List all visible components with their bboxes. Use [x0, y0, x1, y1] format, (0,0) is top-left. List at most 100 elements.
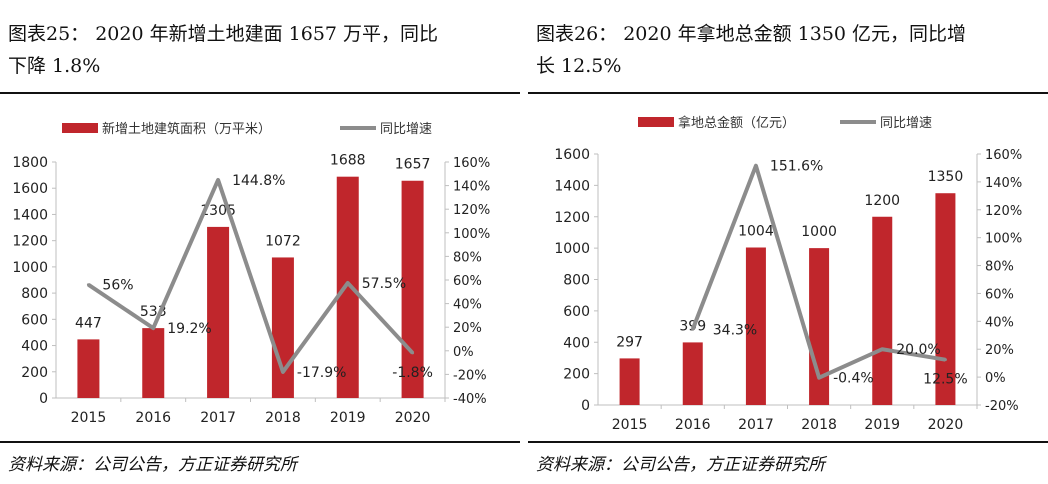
x-tick-label: 2016 [135, 410, 171, 426]
left-tick-label: 600 [21, 312, 48, 328]
line-point-2020 [943, 358, 947, 362]
source-note: 资料来源：公司公告，方正证券研究所 [8, 455, 297, 475]
line-point-2016 [691, 327, 695, 331]
right-tick-label: 120% [453, 203, 490, 218]
right-tick-label: 120% [985, 204, 1022, 219]
bar-2016 [682, 342, 703, 405]
right-tick-label: 40% [985, 315, 1014, 330]
bar-2017 [745, 247, 766, 405]
right-tick-label: 80% [985, 260, 1014, 275]
bar-value-label: 1350 [928, 169, 964, 185]
right-tick-label: 140% [985, 176, 1022, 191]
left-tick-label: 1600 [12, 181, 48, 197]
x-tick-label: 2017 [738, 417, 774, 433]
right-tick-label: -40% [453, 392, 487, 407]
x-tick-label: 2019 [330, 410, 366, 426]
title-line-2: 长 12.5% [536, 55, 622, 77]
bar-value-label: 1072 [265, 233, 301, 249]
x-tick-label: 2018 [265, 410, 301, 426]
left-tick-label: 400 [563, 335, 590, 351]
left-tick-label: 1000 [554, 241, 590, 257]
right-tick-label: -20% [453, 368, 487, 383]
bar-2020 [401, 180, 424, 398]
line-value-label: 19.2% [167, 321, 211, 337]
line-value-label: 34.3% [713, 322, 757, 338]
x-tick-label: 2020 [928, 417, 964, 433]
right-tick-label: 60% [985, 287, 1014, 302]
bottom-rule [0, 441, 520, 443]
bar-2020 [935, 193, 956, 405]
left-tick-label: 800 [563, 273, 590, 289]
bar-2018 [809, 248, 830, 405]
left-tick-label: 400 [21, 339, 48, 355]
legend-bar-swatch [638, 117, 674, 127]
right-tick-label: 20% [985, 343, 1014, 358]
left-tick-label: 1200 [554, 210, 590, 226]
bar-value-label: 1200 [864, 193, 900, 209]
left-tick-label: 1400 [12, 207, 48, 223]
title-line-1: 图表26： 2020 年拿地总金额 1350 亿元，同比增 [536, 23, 967, 45]
legend-bar-swatch [62, 123, 98, 133]
title-line-2: 下降 1.8% [8, 55, 101, 77]
legend-bar-label: 新增土地建筑面积（万平米） [102, 121, 271, 137]
right-tick-label: 140% [453, 180, 490, 195]
bar-value-label: 1000 [801, 224, 837, 240]
line-point-2018 [817, 376, 821, 380]
bottom-rule [528, 441, 1048, 443]
line-value-label: 144.8% [232, 173, 285, 189]
source-note: 资料来源：公司公告，方正证券研究所 [536, 455, 825, 475]
left-tick-label: 0 [39, 391, 48, 407]
x-tick-label: 2015 [612, 417, 648, 433]
right-tick-label: 60% [453, 274, 482, 289]
bar-2018 [271, 257, 294, 398]
line-value-label: -1.8% [392, 365, 433, 381]
legend-bar-label: 拿地总金额（亿元） [678, 115, 795, 131]
right-tick-label: 100% [453, 227, 490, 242]
x-tick-label: 2019 [864, 417, 900, 433]
chart-new-land-area: 新增土地建筑面积（万平米） 同比增速 0 200 400 600 800 1000 1200 14… [12, 121, 490, 426]
left-tick-label: 1600 [554, 147, 590, 163]
legend-line-label: 同比增速 [880, 116, 932, 131]
top-rule [528, 92, 1048, 94]
left-tick-label: 1200 [12, 234, 48, 250]
left-tick-label: 200 [563, 367, 590, 383]
right-tick-label: -20% [985, 399, 1019, 414]
line-point-2020 [411, 351, 415, 355]
left-tick-label: 800 [21, 286, 48, 302]
bar-2016 [142, 328, 165, 398]
line-point-2017 [216, 178, 220, 182]
title-line-1: 图表25： 2020 年新增土地建面 1657 万平，同比 [8, 23, 439, 45]
line-point-2019 [346, 281, 350, 285]
line-point-2017 [754, 164, 758, 168]
right-tick-label: 0% [985, 371, 1006, 386]
line-point-2015 [86, 283, 90, 287]
figure-title: 图表26： 2020 年拿地总金额 1350 亿元，同比增 长 12.5% [536, 18, 966, 82]
bar-value-label: 447 [75, 315, 102, 331]
left-tick-label: 0 [581, 398, 590, 414]
line-value-label: 20.0% [896, 342, 940, 358]
bar-2017 [207, 226, 230, 398]
right-tick-label: 160% [985, 148, 1022, 163]
bar-value-label: 1004 [738, 223, 774, 239]
x-tick-label: 2016 [675, 417, 711, 433]
bar-value-label: 297 [616, 334, 643, 350]
figure-title: 图表25： 2020 年新增土地建面 1657 万平，同比 下降 1.8% [8, 18, 438, 82]
legend-line-label: 同比增速 [380, 122, 432, 137]
bar-2015 [619, 358, 640, 405]
bar-2019 [336, 176, 359, 398]
panel-figure-25: 图表25： 2020 年新增土地建面 1657 万平，同比 下降 1.8% 新增… [0, 0, 520, 484]
x-tick-label: 2020 [395, 410, 431, 426]
left-tick-label: 1000 [12, 260, 48, 276]
top-rule [0, 92, 520, 94]
right-tick-label: 100% [985, 232, 1022, 247]
bar-2015 [77, 339, 100, 398]
bar-value-label: 1657 [395, 157, 431, 173]
line-point-2016 [151, 326, 155, 330]
line-point-2018 [281, 370, 285, 374]
x-tick-label: 2015 [71, 410, 107, 426]
bar-value-label: 1688 [330, 153, 366, 169]
right-tick-label: 80% [453, 250, 482, 265]
left-tick-label: 1400 [554, 178, 590, 194]
left-tick-label: 1800 [12, 155, 48, 171]
right-tick-label: 40% [453, 298, 482, 313]
